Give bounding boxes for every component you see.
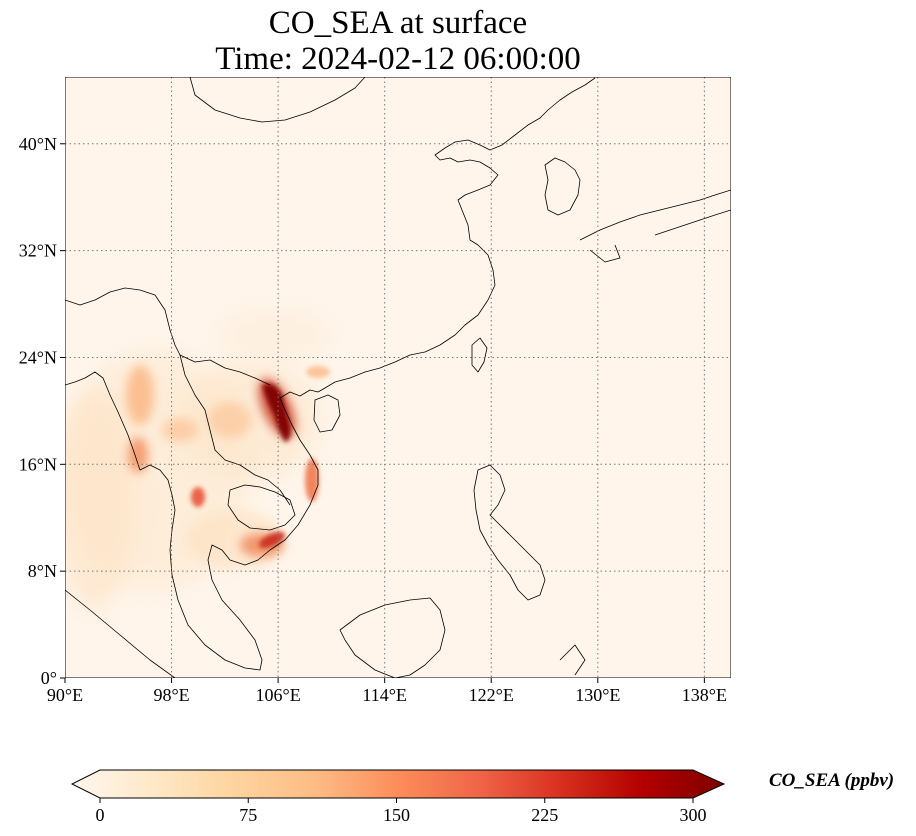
plume-central-myanmar <box>126 365 154 425</box>
lat-tick-label: 24°N <box>19 347 57 367</box>
plume-north-vietnam-core <box>262 383 291 442</box>
longitude-tick-labels: 90°E 98°E 106°E 114°E 122°E 130°E 138°E <box>47 685 727 705</box>
gridlines <box>65 77 731 678</box>
latitude-tick-labels: 0° 8°N 16°N 24°N 32°N 40°N <box>19 134 57 688</box>
diffuse-plume-south-china <box>220 310 330 360</box>
colorbar-body <box>70 769 726 799</box>
lon-tick-label: 138°E <box>682 685 727 705</box>
lat-tick-label: 32°N <box>19 241 57 261</box>
mainland-coastline <box>65 77 596 671</box>
lon-tick-label: 122°E <box>469 685 514 705</box>
lon-tick-label: 106°E <box>256 685 301 705</box>
plume-guangxi <box>306 366 330 378</box>
taiwan-coastline <box>471 337 488 373</box>
plume-northern-thailand <box>162 418 198 442</box>
sumatra-coastline <box>65 589 176 678</box>
colorbar-tick-label: 75 <box>239 805 257 825</box>
lat-tick-label: 8°N <box>28 561 57 581</box>
coastlines <box>65 77 731 678</box>
map-plot-area <box>65 77 731 678</box>
borneo-coastline <box>339 597 446 678</box>
colorbar-ticks: 0 75 150 225 300 <box>96 798 707 825</box>
indochina-border <box>179 354 291 506</box>
hainan-coastline <box>313 394 341 433</box>
lon-tick-label: 98°E <box>153 685 189 705</box>
axis-ticks <box>60 143 705 683</box>
figure-subtitle: Time: 2024-02-12 06:00:00 <box>215 41 581 77</box>
plume-central-vietnam <box>305 458 319 502</box>
lon-tick-label: 130°E <box>575 685 620 705</box>
colorbar-tick-label: 225 <box>531 805 558 825</box>
colorbar: 0 75 150 225 300 <box>70 769 726 825</box>
colorbar-tick-label: 300 <box>680 805 707 825</box>
japan-coastline <box>579 189 731 263</box>
colorbar-label: CO_SEA (ppbv) <box>769 770 895 791</box>
colorbar-tick-label: 0 <box>96 805 105 825</box>
korea-coastline <box>544 157 581 216</box>
mongolia-border <box>189 77 366 123</box>
lat-tick-label: 0° <box>41 668 57 688</box>
plume-mekong-core <box>259 531 285 549</box>
plume-laos <box>208 402 252 438</box>
diffuse-plume-bay-of-bengal <box>65 390 135 610</box>
lon-tick-label: 90°E <box>47 685 83 705</box>
philippines-coastline <box>473 464 546 601</box>
colorbar-tick-label: 150 <box>383 805 410 825</box>
figure-title: CO_SEA at surface <box>268 5 528 41</box>
lat-tick-label: 40°N <box>19 134 57 154</box>
lat-tick-label: 16°N <box>19 454 57 474</box>
cambodia-border <box>227 484 296 531</box>
lon-tick-label: 114°E <box>362 685 407 705</box>
china-southern-border <box>65 287 271 386</box>
mindanao-coastline <box>559 644 586 676</box>
plume-bangkok <box>191 487 205 507</box>
